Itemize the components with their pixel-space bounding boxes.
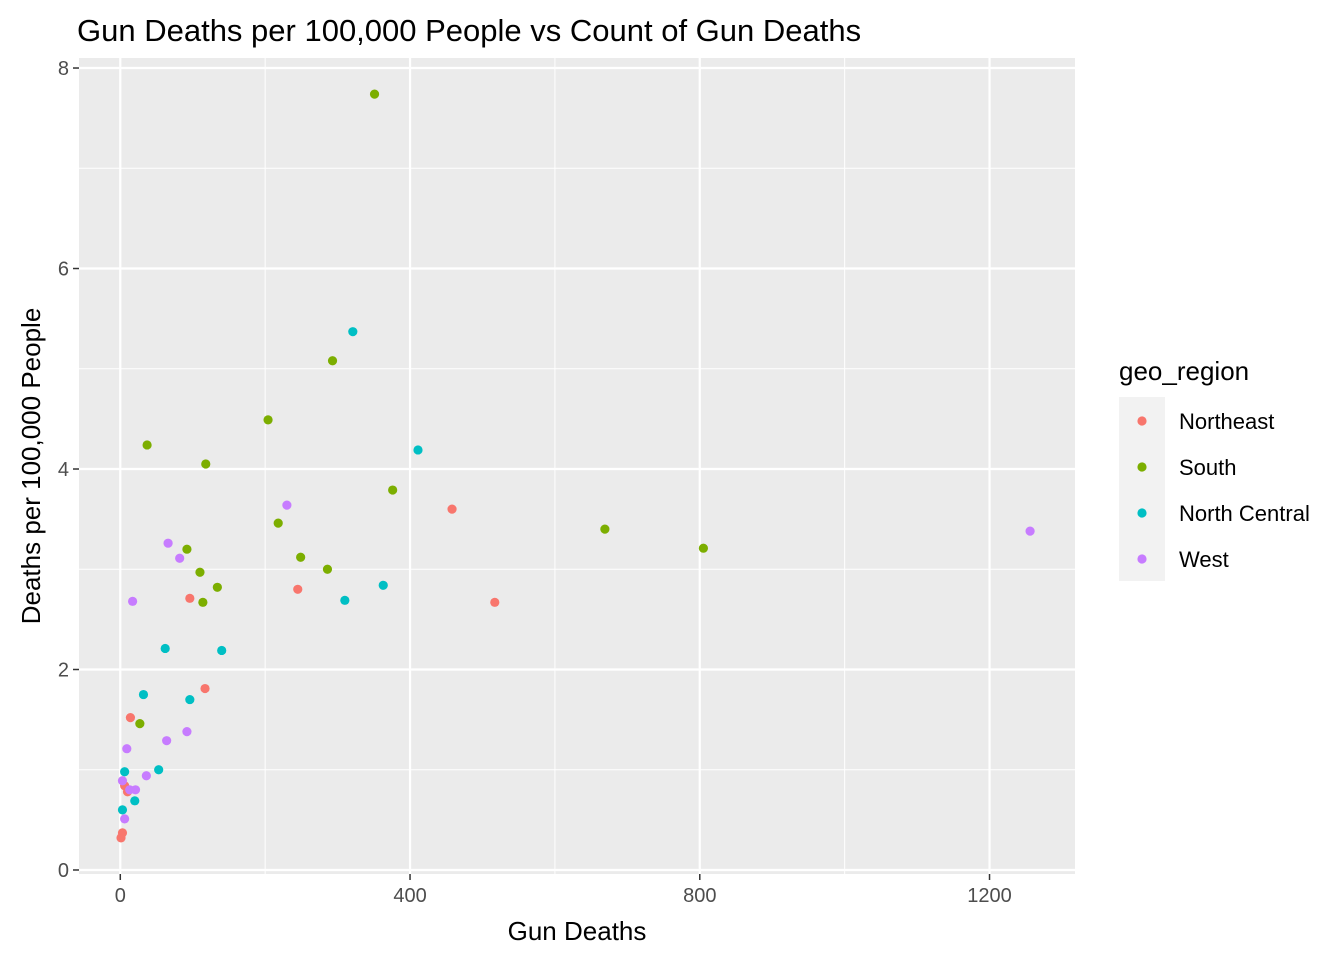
y-tick-label: 6: [58, 259, 69, 281]
point-south: [212, 582, 222, 592]
y-tick-label: 0: [58, 860, 69, 882]
legend-title: geo_region: [1119, 356, 1249, 386]
point-west: [120, 814, 130, 824]
point-northeast: [125, 713, 136, 723]
legend-key-west: [1137, 554, 1147, 564]
y-tick-label: 8: [58, 58, 69, 80]
point-north-central: [154, 765, 164, 775]
point-west: [128, 596, 138, 606]
point-south: [198, 597, 208, 607]
plot-panel: [79, 58, 1075, 874]
axes: 0 400 800 1200 0 2 4 6 8: [58, 58, 1012, 907]
point-west: [182, 727, 192, 737]
legend-key-background: [1119, 397, 1165, 581]
y-tick-label: 2: [58, 659, 69, 681]
point-west: [130, 785, 141, 795]
point-northeast: [447, 504, 457, 514]
legend-key-north-central: [1137, 508, 1147, 518]
point-northeast: [185, 593, 195, 603]
point-south: [195, 567, 205, 577]
point-south: [388, 485, 398, 495]
point-south: [142, 440, 152, 450]
legend: geo_region Northeast South North Central We…: [1119, 356, 1310, 581]
point-north-central: [348, 327, 358, 337]
point-south: [182, 544, 192, 554]
point-south: [600, 524, 610, 534]
point-north-central: [378, 580, 388, 590]
point-south: [201, 459, 211, 469]
legend-key-northeast: [1137, 416, 1147, 426]
point-west: [282, 500, 292, 510]
point-north-central: [138, 689, 149, 700]
point-northeast: [117, 828, 128, 838]
point-west: [163, 538, 173, 548]
x-tick-label: 1200: [967, 885, 1012, 907]
point-west: [117, 776, 128, 786]
point-north-central: [413, 445, 423, 455]
point-south: [322, 564, 333, 574]
gridlines: [79, 58, 1075, 874]
point-north-central: [160, 643, 170, 654]
point-west: [1025, 526, 1035, 536]
y-tick-label: 4: [58, 459, 69, 481]
point-north-central: [120, 767, 130, 777]
chart-title: Gun Deaths per 100,000 People vs Count o…: [77, 13, 861, 48]
point-west: [162, 736, 172, 746]
point-south: [698, 543, 709, 553]
point-northeast: [200, 683, 210, 694]
point-north-central: [185, 694, 195, 705]
point-south: [263, 415, 273, 425]
point-west: [175, 553, 185, 563]
point-west: [141, 771, 151, 781]
x-tick-label: 800: [683, 885, 716, 907]
point-north-central: [340, 595, 350, 605]
point-northeast: [293, 584, 303, 594]
point-north-central: [217, 645, 227, 656]
point-west: [122, 744, 132, 754]
point-south: [273, 518, 283, 528]
point-south: [135, 719, 145, 729]
x-axis-title: Gun Deaths: [508, 916, 647, 946]
point-south: [369, 89, 380, 99]
point-north-central: [130, 796, 140, 806]
legend-label-south: South: [1179, 455, 1237, 480]
legend-key-south: [1137, 462, 1147, 472]
data-points: [116, 89, 1035, 843]
point-north-central: [117, 805, 128, 815]
point-northeast: [490, 597, 500, 607]
point-south: [296, 552, 306, 562]
x-tick-label: 400: [393, 885, 426, 907]
legend-label-west: West: [1179, 547, 1229, 572]
y-axis-title: Deaths per 100,000 People: [16, 308, 46, 625]
legend-label-northeast: Northeast: [1179, 409, 1274, 434]
x-tick-label: 0: [115, 885, 126, 907]
point-south: [327, 356, 338, 366]
legend-label-north-central: North Central: [1179, 501, 1310, 526]
